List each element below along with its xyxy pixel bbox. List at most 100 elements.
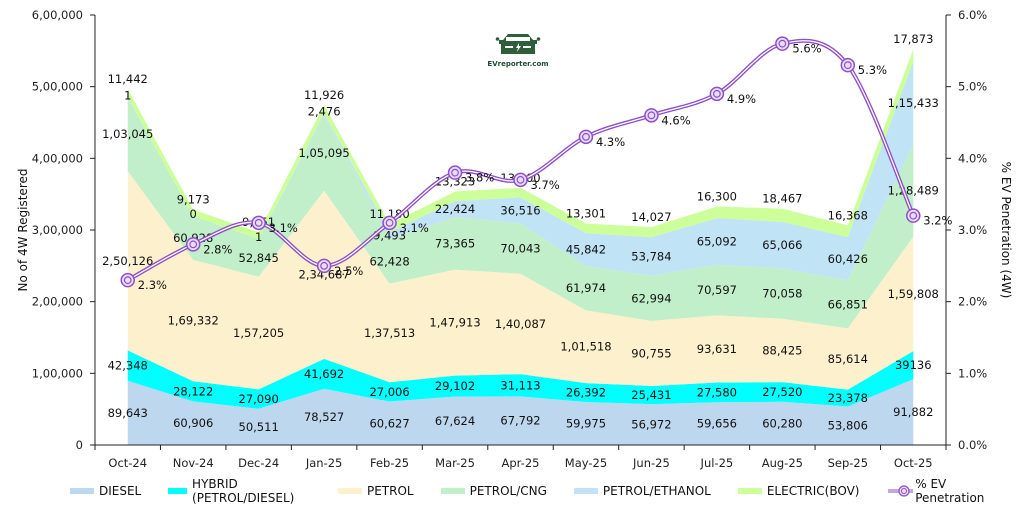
area-data-label: 22,424 — [435, 202, 475, 216]
area-data-label: 60,627 — [369, 416, 409, 430]
area-data-label: 1,28,489 — [888, 184, 939, 198]
y-tick-label: 6,00,000 — [32, 8, 83, 22]
area-data-label: 1,69,332 — [168, 314, 219, 328]
area-data-label: 18,467 — [762, 192, 802, 206]
area-data-label: 16,368 — [828, 208, 868, 222]
y-axis-title: No of 4W Registered — [16, 169, 30, 292]
ev-penetration-line-layer: 2.3% 2.8% 3.1% 2.5% 3.1% 3.8% 3.7% 4.3% 4.6% 4.9%… — [120, 36, 953, 292]
area-data-label: 39136 — [895, 358, 932, 372]
legend-label: PETROL/CNG — [469, 484, 547, 498]
area-data-label: 88,425 — [762, 343, 802, 357]
x-tick-label: Nov-24 — [173, 456, 214, 470]
ev-penetration-point-inner — [123, 276, 132, 285]
area-data-label: 1 — [124, 88, 131, 102]
area-data-label: 41,692 — [304, 367, 344, 381]
legend-item-ev-penetration[interactable]: % EV Penetration — [887, 477, 998, 505]
legend-label: HYBRID (PETROL/DIESEL) — [192, 477, 295, 505]
area-layer — [127, 48, 914, 445]
ev-penetration-label: 4.3% — [596, 135, 625, 149]
ev-penetration-point-inner — [582, 132, 590, 141]
ev-penetration-point-inner — [909, 211, 918, 220]
ev-penetration-point — [775, 36, 790, 51]
ev-penetration-point — [447, 165, 463, 180]
area-data-label: 85,614 — [828, 352, 868, 366]
y2-tick-label: 3.0% — [958, 223, 987, 237]
legend-item-electric[interactable]: ELECTRIC(BOV) — [737, 484, 860, 498]
legend-item-petrol[interactable]: PETROL — [337, 484, 414, 498]
ev-penetration-point — [185, 237, 201, 252]
legend-item-hybrid[interactable]: HYBRID (PETROL/DIESEL) — [168, 477, 311, 505]
ev-penetration-label: 2.8% — [203, 242, 232, 256]
x-tick-label: Jun-25 — [632, 456, 670, 470]
area-data-label: 78,527 — [304, 410, 344, 424]
area-data-label: 62,994 — [631, 291, 671, 305]
legend-item-petrol-cng[interactable]: PETROL/CNG — [440, 484, 547, 498]
logo-text: EVreporter.com — [487, 60, 549, 68]
x-tick-label: Oct-24 — [108, 456, 147, 470]
ev-penetration-point-inner — [516, 175, 525, 184]
ev-penetration-point — [120, 272, 135, 288]
ev-penetration-point-inner — [385, 218, 394, 227]
ev-penetration-point-inner — [647, 111, 656, 120]
x-tick-label: Sep-25 — [828, 456, 868, 470]
area-data-label: 61,974 — [566, 281, 606, 295]
legend-swatch-petrol-cng — [440, 488, 465, 494]
legend-line-marker-icon — [887, 485, 914, 497]
ev-penetration-point — [709, 86, 725, 102]
ev-penetration-point — [906, 208, 921, 223]
ev-penetration-point — [840, 57, 856, 73]
area-data-label: 67,624 — [435, 414, 475, 428]
area-data-label: 90,755 — [631, 346, 671, 360]
legend-item-diesel[interactable]: DIESEL — [70, 484, 141, 498]
chart-legend: DIESEL HYBRID (PETROL/DIESEL) PETROL PET… — [70, 477, 1024, 505]
area-data-label: 17,873 — [893, 32, 933, 46]
area-data-label: 27,090 — [239, 392, 279, 406]
area-data-label: 2,476 — [308, 105, 341, 119]
car-charging-icon — [495, 34, 541, 54]
area-petrol-cng — [127, 97, 914, 329]
y2-tick-label: 0.0% — [958, 438, 987, 452]
area-hybrid-petrol-diesel — [127, 350, 914, 409]
area-data-label: 27,580 — [697, 385, 737, 399]
area-data-label: 53,806 — [828, 419, 868, 433]
area-data-label: 50,511 — [239, 420, 279, 434]
ev-penetration-point-inner — [451, 168, 459, 177]
legend-swatch-petrol-ethanol — [573, 488, 598, 494]
area-data-label: 70,597 — [697, 283, 737, 297]
area-data-label: 11,180 — [369, 207, 409, 221]
ev-penetration-label: 4.9% — [727, 92, 756, 106]
area-data-label: 9,173 — [177, 193, 210, 207]
area-diesel — [127, 379, 914, 445]
area-data-label: 25,431 — [631, 388, 671, 402]
area-data-label: 14,027 — [631, 210, 671, 224]
area-data-label: 1,03,045 — [102, 127, 153, 141]
area-data-label: 91,882 — [893, 405, 933, 419]
area-data-label: 29,102 — [435, 379, 475, 393]
y2-tick-label: 1.0% — [958, 366, 987, 380]
area-data-label: 13,301 — [566, 207, 606, 221]
area-data-label: 53,784 — [631, 249, 671, 263]
y-tick-label: 2,00,000 — [32, 295, 83, 309]
evreporter-logo: EVreporter.com — [478, 32, 558, 68]
area-data-label: 1 — [255, 230, 262, 244]
legend-item-petrol-ethanol[interactable]: PETROL/ETHANOL — [573, 484, 711, 498]
x-tick-label: May-25 — [565, 456, 607, 470]
x-tick-label: Dec-24 — [238, 456, 279, 470]
area-data-label: 1,37,513 — [364, 326, 415, 340]
area-data-label: 1,59,808 — [888, 287, 939, 301]
area-data-label: 1,15,433 — [888, 96, 939, 110]
axes-layer: 0 1,00,000 2,00,000 3,00,000 4,00,000 5,00,00… — [32, 8, 988, 470]
area-data-label: 52,845 — [239, 251, 279, 265]
ev-penetration-point — [251, 215, 266, 231]
x-tick-label: Feb-25 — [370, 456, 409, 470]
area-data-label: 28,122 — [173, 384, 213, 398]
ev-penetration-point-inner — [712, 89, 721, 98]
ev-penetration-label: 2.5% — [334, 264, 363, 278]
area-data-label: 1,47,913 — [429, 316, 480, 330]
area-data-label: 60,280 — [762, 416, 802, 430]
ev-penetration-label: 4.6% — [661, 113, 690, 127]
area-data-label: 59,975 — [566, 417, 606, 431]
ev-penetration-label: 5.3% — [858, 63, 887, 77]
area-data-label: 2,34,687 — [299, 268, 350, 282]
